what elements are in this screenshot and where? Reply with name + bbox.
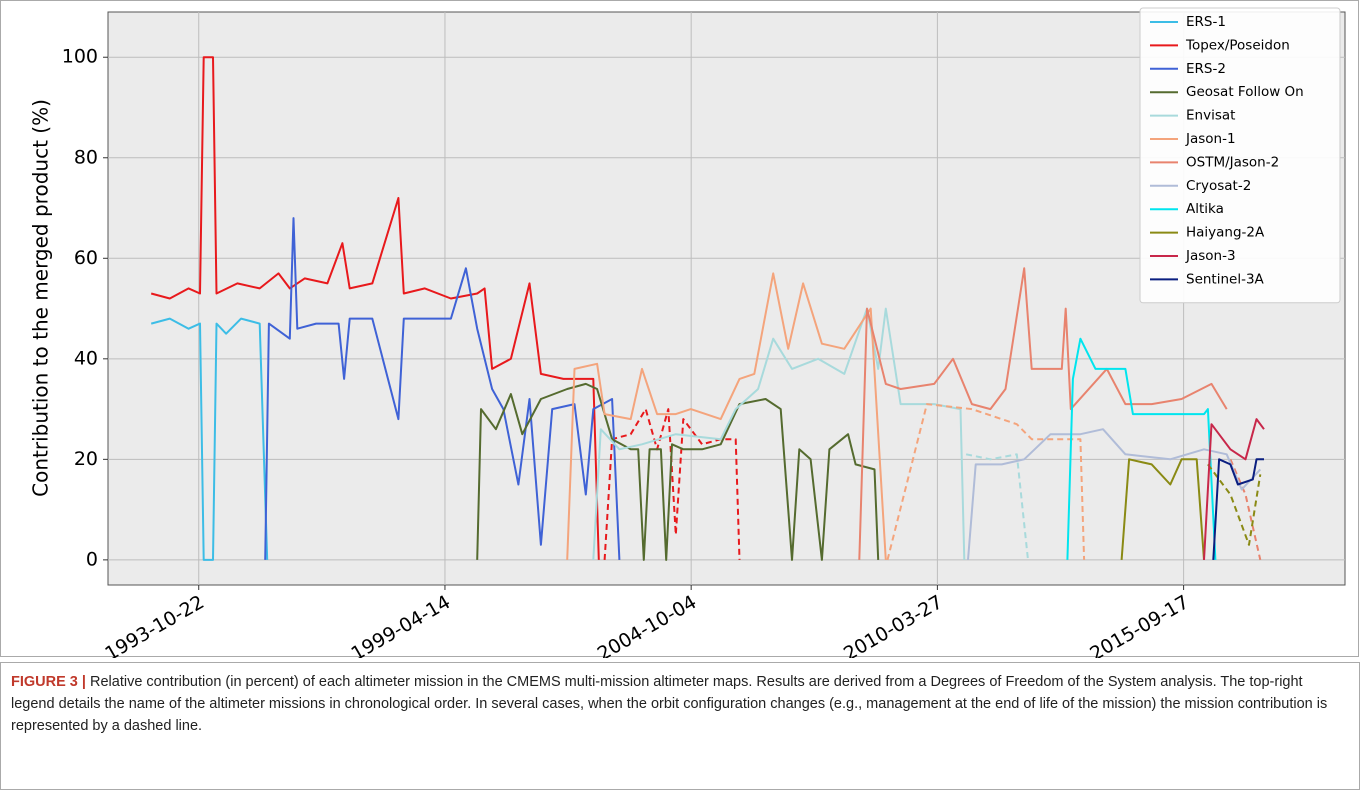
series-line: [1207, 463, 1262, 546]
series-line: [150, 317, 269, 561]
legend-box: [1139, 7, 1341, 304]
caption-label: FIGURE 3 |: [11, 674, 86, 690]
series-line: [1212, 458, 1264, 560]
legend-label: OSTM/Jason-2: [1186, 154, 1279, 170]
caption: FIGURE 3 | Relative contribution (in per…: [0, 662, 1360, 790]
plot-area: [107, 11, 1346, 586]
series-line: [1203, 418, 1265, 560]
series-line: [603, 408, 741, 560]
legend-label: Cryosat-2: [1186, 178, 1251, 194]
legend-label: ERS-2: [1186, 61, 1226, 77]
legend-label: ERS-1: [1186, 14, 1226, 30]
series-line: [566, 272, 887, 560]
legend-label: Jason-3: [1185, 248, 1236, 264]
y-tick-label: 0: [86, 548, 98, 570]
legend-label: Envisat: [1186, 108, 1235, 124]
series-line: [1066, 337, 1217, 560]
y-tick-label: 60: [74, 247, 98, 269]
series-line: [592, 307, 966, 560]
series-line: [886, 403, 1086, 561]
legend-label: Haiyang-2A: [1186, 225, 1265, 241]
y-tick-label: 20: [74, 448, 98, 470]
y-tick-label: 40: [74, 347, 98, 369]
legend-label: Topex/Poseidon: [1185, 37, 1290, 53]
series-line: [1120, 458, 1205, 560]
y-axis-label: Contribution to the merged product (%): [29, 99, 53, 497]
series-line: [476, 382, 880, 561]
series-line: [1229, 458, 1262, 561]
series-line: [858, 267, 1228, 560]
caption-text: Relative contribution (in percent) of ea…: [11, 674, 1328, 734]
legend-label: Geosat Follow On: [1186, 84, 1304, 100]
legend-label: Altika: [1186, 201, 1224, 217]
series-line: [967, 428, 1262, 560]
series-line: [150, 56, 600, 560]
y-tick-label: 100: [62, 46, 98, 68]
y-tick-label: 80: [74, 146, 98, 168]
series-line: [965, 453, 1029, 561]
legend-label: Jason-1: [1185, 131, 1236, 147]
legend-label: Sentinel-3A: [1186, 271, 1265, 287]
series-line: [264, 217, 621, 560]
